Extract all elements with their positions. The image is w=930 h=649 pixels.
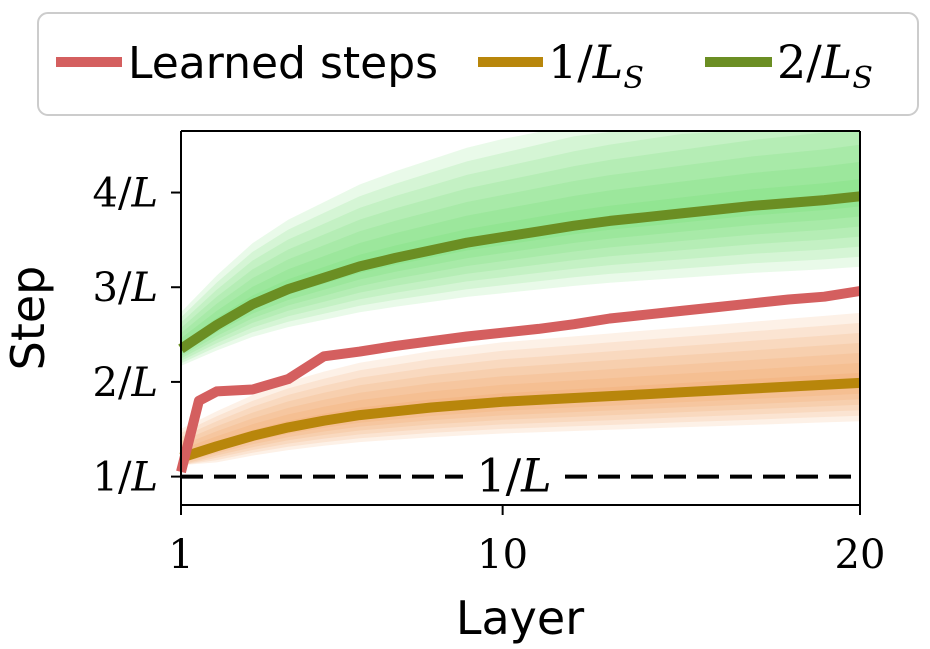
legend: Learned steps 1/LS 2/LS — [37, 12, 919, 116]
band-1-level-3 — [181, 352, 860, 463]
y-tick-label: 3/L — [93, 265, 159, 311]
band-1-level-7 — [181, 312, 860, 466]
series-line-1 — [179, 377, 861, 463]
axes: 1 10 20 1/L 2/L 3/L 4/L — [93, 130, 885, 578]
legend-item-one-over-ls: 1/LS — [478, 35, 644, 96]
band-2-level-1 — [181, 179, 860, 352]
series-lines — [176, 191, 861, 474]
band-2-level-3 — [181, 144, 860, 357]
plot-area: 1/L — [176, 132, 861, 503]
y-tick-label: 2/L — [93, 360, 159, 406]
x-tick-label: 1 — [168, 532, 193, 578]
y-ticks: 1/L 2/L 3/L 4/L — [93, 171, 181, 501]
y-axis-label: Step — [1, 266, 55, 371]
reference-line-label: 1/L — [476, 449, 551, 503]
y-tick-label: 1/L — [93, 455, 159, 501]
x-tick-label: 20 — [835, 532, 886, 578]
band-2-level-5 — [181, 132, 860, 361]
band-2-level-7 — [181, 132, 860, 366]
x-ticks: 1 10 20 — [168, 505, 885, 578]
x-axis-label: Layer — [456, 591, 584, 645]
legend-label-learned-steps: Learned steps — [128, 38, 438, 89]
band-2-level-6 — [181, 132, 860, 364]
series-line-2 — [178, 191, 861, 353]
legend-item-two-over-ls: 2/LS — [705, 35, 873, 96]
x-tick-label: 10 — [477, 532, 528, 578]
series-line-0 — [176, 286, 861, 474]
legend-label-two-over-ls: 2/LS — [777, 35, 873, 96]
y-tick-label: 4/L — [93, 171, 159, 217]
band-1-level-6 — [181, 322, 860, 466]
band-2-level-4 — [181, 132, 860, 359]
legend-item-learned-steps: Learned steps — [56, 38, 438, 89]
legend-label-one-over-ls: 1/LS — [548, 35, 644, 96]
reference-line-group: 1/L — [181, 449, 860, 503]
